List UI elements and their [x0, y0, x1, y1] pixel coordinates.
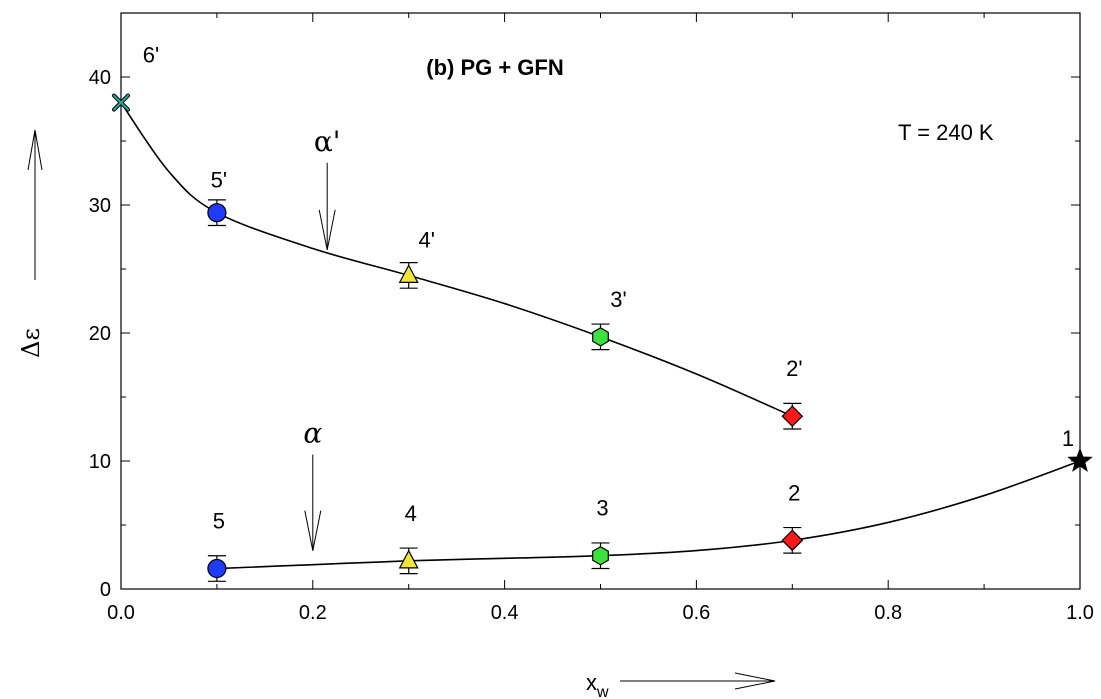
arrow-head — [318, 209, 336, 250]
x-tick-label: 0.8 — [874, 602, 902, 624]
point-label: 2 — [788, 480, 800, 505]
arrow-label: α — [303, 417, 322, 450]
point-label: 2' — [786, 356, 802, 381]
y-tick-label: 40 — [89, 67, 111, 89]
arrow-head — [304, 510, 322, 551]
relaxation-arrow — [304, 454, 322, 551]
arrow-label: α' — [314, 125, 341, 158]
marker-diamond — [781, 405, 804, 428]
marker-circle — [207, 558, 227, 579]
marker-hexagon — [592, 327, 609, 347]
marker-triangle — [398, 264, 419, 283]
marker-triangle — [398, 549, 419, 569]
x-axis-title-main: x — [586, 670, 597, 695]
marker-circle — [207, 203, 227, 223]
x-tick-label: 1.0 — [1066, 602, 1094, 624]
x-cross-fill — [112, 94, 130, 111]
temperature-annotation: T = 240 K — [898, 120, 994, 145]
x-axis-arrow — [620, 672, 776, 690]
axes: 0.0 0.2 0.4 0.6 0.8 1.0 0 10 20 30 40 α' α — [89, 12, 1094, 624]
point-label: 1 — [1062, 426, 1074, 451]
point-label: 4 — [405, 501, 417, 526]
y-tick-label: 0 — [100, 579, 111, 601]
x-tick-label: 0.2 — [299, 602, 327, 624]
chart-title: (b) PG + GFN — [426, 55, 564, 80]
x-axis-title-subscript: w — [596, 684, 609, 699]
fit-curve-alpha — [216, 460, 1081, 570]
marker-star — [1067, 447, 1093, 472]
y-axis-arrow — [27, 129, 43, 280]
point-label: 5' — [211, 168, 227, 193]
marker-hexagon — [592, 546, 609, 566]
point-labels: 6' 5' 4' 3' 2' 5 4 3 2 1 — [143, 43, 1074, 534]
point-label: 3' — [610, 287, 626, 312]
marker-diamond — [781, 529, 804, 552]
point-label: 3 — [596, 496, 608, 521]
relaxation-arrow — [318, 162, 336, 250]
x-axis-title: xw — [586, 670, 609, 699]
x-tick-label: 0.4 — [491, 602, 519, 624]
marker-x-cross — [112, 93, 130, 112]
point-label: 5 — [213, 509, 225, 534]
fit-curve-alpha-prime — [120, 102, 793, 417]
data-points — [112, 93, 1093, 582]
x-tick-label: 0.0 — [107, 602, 135, 624]
y-tick-label: 30 — [89, 195, 111, 217]
y-tick-label: 10 — [89, 451, 111, 473]
y-tick-label: 20 — [89, 323, 111, 345]
x-tick-label: 0.6 — [682, 602, 710, 624]
y-axis-title: Δε — [17, 328, 45, 358]
point-label: 6' — [143, 43, 159, 68]
point-label: 4' — [418, 227, 434, 252]
